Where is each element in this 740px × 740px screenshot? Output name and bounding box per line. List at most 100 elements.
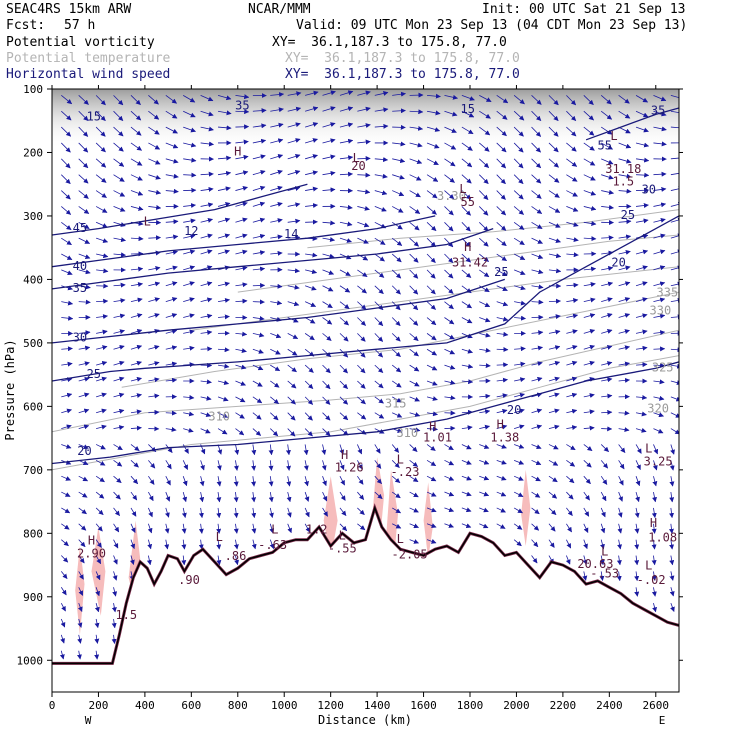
wind-vector	[130, 344, 143, 350]
wind-vector	[182, 476, 188, 487]
wind-vector	[130, 190, 144, 196]
wind-vector	[287, 523, 292, 534]
pv-label: H	[497, 418, 504, 432]
wind-vector	[165, 173, 179, 179]
wind-vector	[130, 236, 144, 242]
pv-label: 31.18	[605, 162, 641, 176]
wind-vector	[200, 94, 214, 102]
wind-vector	[618, 188, 632, 194]
wind-vector	[618, 345, 630, 351]
wind-vector	[427, 426, 438, 432]
wind-vector	[426, 348, 438, 356]
wind-vector	[199, 476, 205, 487]
wind-vector	[566, 252, 579, 258]
wind-vector	[566, 475, 575, 484]
wind-vector	[548, 221, 561, 228]
wind-vector	[287, 428, 296, 437]
y-tick-label: 1000	[17, 654, 44, 667]
wind-vector	[252, 108, 267, 114]
wind-vector	[270, 300, 283, 306]
wind-vector	[235, 94, 250, 100]
wind-vector	[513, 174, 524, 185]
wind-vector	[61, 392, 73, 398]
wind-vector	[252, 169, 266, 176]
wind-vector	[148, 126, 160, 135]
wind-vector	[235, 298, 248, 304]
wind-vector	[234, 555, 239, 566]
wind-vector	[426, 269, 436, 279]
wind-vector	[601, 297, 613, 303]
wind-vector	[233, 523, 239, 534]
wind-vector	[635, 345, 648, 351]
wind-vector	[391, 269, 402, 279]
wind-vector	[461, 363, 474, 369]
wind-vector	[461, 459, 472, 465]
pv-label: L	[610, 129, 617, 143]
wind-vector	[583, 205, 597, 211]
wind-vector	[496, 110, 508, 120]
wind-vector	[183, 265, 196, 271]
wind-vector	[252, 154, 266, 160]
wind-vector	[426, 142, 440, 149]
wind-vector	[235, 396, 246, 403]
pv-label: L	[397, 453, 404, 467]
wind-vector	[653, 217, 666, 223]
wind-vector	[531, 475, 541, 482]
wind-vector	[322, 269, 335, 275]
wind-vector	[339, 171, 354, 177]
wind-vector	[252, 412, 262, 420]
wind-vector	[304, 507, 310, 518]
wind-vector	[339, 138, 354, 144]
wind-vector	[531, 206, 543, 214]
wind-vector	[287, 301, 300, 307]
wind-vector	[233, 507, 239, 519]
wind-vector	[531, 158, 542, 169]
wind-vector	[374, 253, 385, 262]
wind-vector	[374, 396, 384, 404]
wind-vector	[634, 523, 640, 534]
wind-vector	[409, 364, 420, 372]
wind-vector	[426, 174, 439, 182]
wind-vector	[391, 491, 401, 499]
wind-vector	[304, 301, 317, 307]
wind-vector	[583, 221, 597, 226]
wind-vector	[78, 361, 90, 367]
wind-vector	[374, 237, 386, 245]
wind-vector	[513, 491, 524, 497]
wind-vector	[339, 460, 345, 471]
wind-vector	[669, 476, 675, 487]
wind-vector	[496, 408, 508, 414]
wind-vector	[374, 107, 389, 113]
wind-vector	[583, 190, 597, 196]
wind-speed-label: 25	[621, 208, 635, 222]
wind-vector	[601, 409, 613, 415]
wind-vector	[357, 139, 371, 145]
wind-vector	[496, 221, 507, 231]
wind-vector	[514, 377, 526, 383]
wind-vector	[461, 379, 474, 385]
wind-vector	[618, 297, 631, 303]
wind-vector	[305, 252, 318, 258]
wind-vector	[235, 428, 245, 436]
wind-vector	[165, 158, 179, 164]
wind-vector	[181, 555, 187, 566]
wind-vector	[635, 95, 649, 103]
wind-vector	[113, 190, 126, 197]
wind-vector	[268, 491, 274, 503]
wind-vector	[287, 317, 299, 323]
wind-vector	[670, 217, 679, 223]
wind-vector	[409, 125, 424, 131]
wind-vector	[339, 122, 354, 128]
wind-vector	[78, 221, 90, 229]
wind-vector	[235, 380, 246, 386]
wind-vector	[78, 174, 89, 184]
wind-vector	[217, 363, 230, 369]
wind-vector	[583, 523, 589, 533]
wind-vector	[670, 233, 679, 239]
wind-vector	[479, 94, 492, 102]
wind-vector	[514, 424, 525, 430]
wind-vector	[200, 379, 212, 385]
wind-vector	[426, 253, 436, 263]
pv-label: 3.25	[644, 454, 673, 468]
wind-vector	[514, 346, 526, 352]
